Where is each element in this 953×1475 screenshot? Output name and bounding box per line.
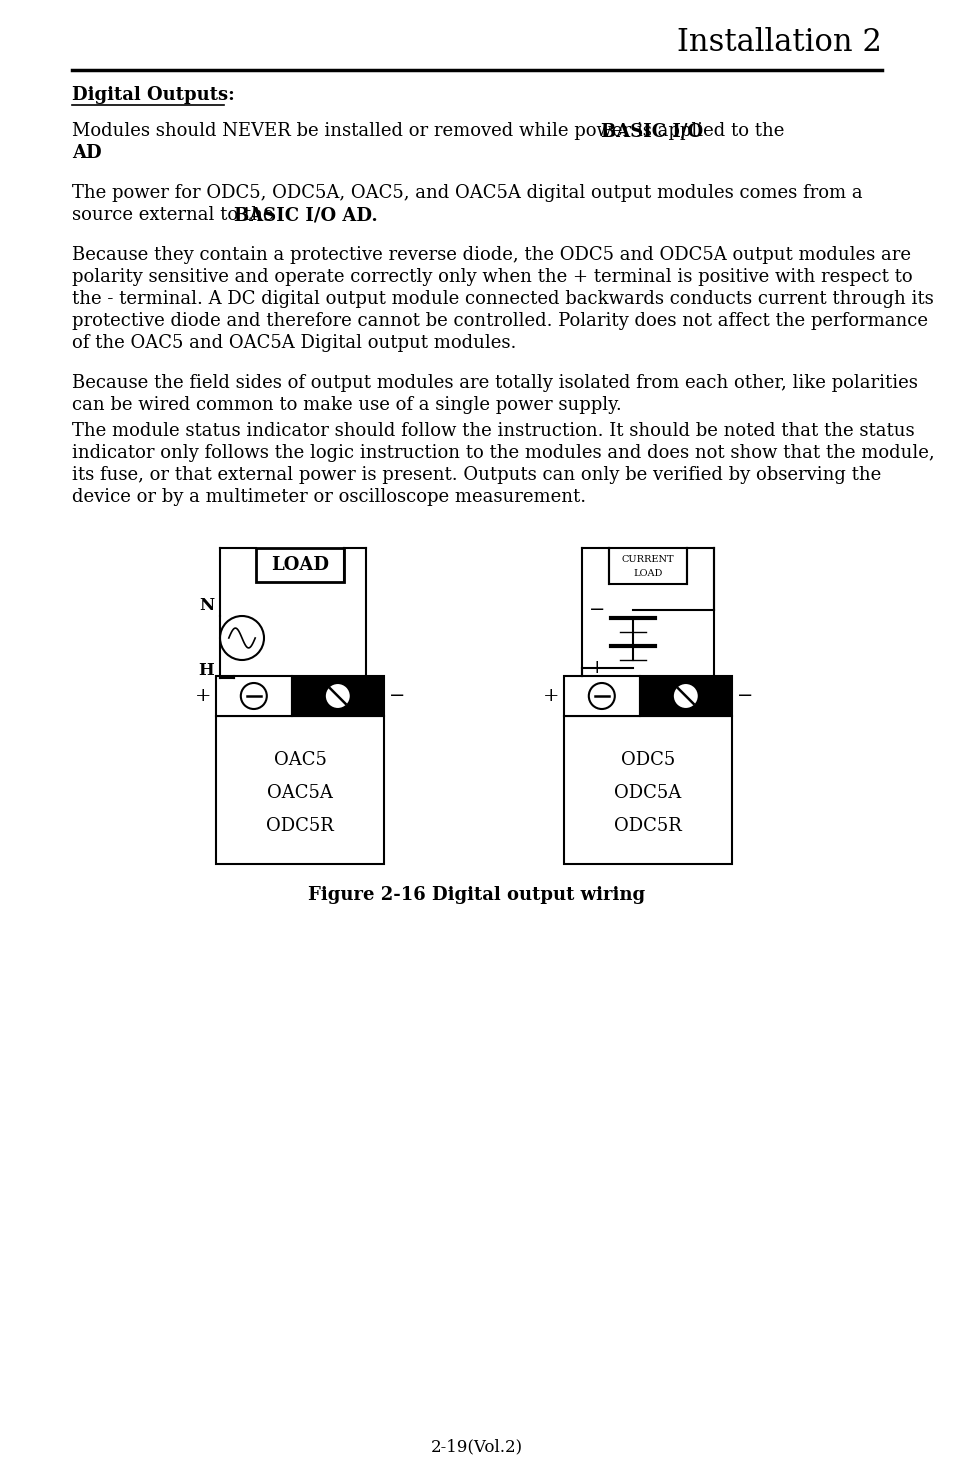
Text: ODC5R: ODC5R: [614, 817, 681, 835]
Text: −: −: [389, 687, 405, 705]
Text: BASIC I/O AD.: BASIC I/O AD.: [233, 207, 377, 224]
Circle shape: [588, 683, 614, 709]
Text: H: H: [198, 662, 213, 678]
Bar: [215, 676, 292, 715]
Text: +: +: [588, 659, 604, 677]
Text: the - terminal. A DC digital output module connected backwards conducts current : the - terminal. A DC digital output modu…: [71, 291, 933, 308]
Text: its fuse, or that external power is present. Outputs can only be verified by obs: its fuse, or that external power is pres…: [71, 466, 881, 484]
Circle shape: [220, 617, 264, 659]
Text: Digital Outputs:: Digital Outputs:: [71, 86, 234, 105]
Text: polarity sensitive and operate correctly only when the + terminal is positive wi: polarity sensitive and operate correctly…: [71, 268, 912, 286]
Circle shape: [240, 683, 267, 709]
Bar: [215, 715, 384, 864]
Text: protective diode and therefore cannot be controlled. Polarity does not affect th: protective diode and therefore cannot be…: [71, 313, 927, 330]
Text: ODC5: ODC5: [620, 751, 675, 770]
Text: −: −: [736, 687, 753, 705]
Text: of the OAC5 and OAC5A Digital output modules.: of the OAC5 and OAC5A Digital output mod…: [71, 333, 516, 353]
Text: The module status indicator should follow the instruction. It should be noted th: The module status indicator should follo…: [71, 422, 914, 440]
Text: LOAD: LOAD: [633, 568, 662, 578]
Text: OAC5: OAC5: [274, 751, 326, 770]
Bar: [563, 715, 731, 864]
Text: OAC5A: OAC5A: [267, 783, 333, 802]
Circle shape: [672, 683, 698, 709]
Text: N: N: [198, 597, 213, 614]
Text: source external to the: source external to the: [71, 207, 279, 224]
Text: Modules should NEVER be installed or removed while power is applied to the: Modules should NEVER be installed or rem…: [71, 122, 789, 140]
Text: +: +: [542, 687, 558, 705]
Text: ODC5A: ODC5A: [614, 783, 680, 802]
Text: Figure 2-16 Digital output wiring: Figure 2-16 Digital output wiring: [308, 886, 645, 904]
Text: The power for ODC5, ODC5A, OAC5, and OAC5A digital output modules comes from a: The power for ODC5, ODC5A, OAC5, and OAC…: [71, 184, 862, 202]
Bar: [608, 549, 686, 584]
Text: Installation 2: Installation 2: [677, 27, 882, 58]
Text: BASIC I/O: BASIC I/O: [600, 122, 702, 140]
Bar: [563, 676, 639, 715]
Bar: [292, 676, 384, 715]
Text: ODC5R: ODC5R: [266, 817, 334, 835]
Text: Because the field sides of output modules are totally isolated from each other, : Because the field sides of output module…: [71, 375, 917, 392]
Text: CURRENT: CURRENT: [621, 555, 674, 563]
Text: Because they contain a protective reverse diode, the ODC5 and ODC5A output modul: Because they contain a protective revers…: [71, 246, 910, 264]
Text: LOAD: LOAD: [271, 556, 329, 574]
Text: AD: AD: [71, 145, 102, 162]
Text: device or by a multimeter or oscilloscope measurement.: device or by a multimeter or oscilloscop…: [71, 488, 585, 506]
Text: −: −: [588, 600, 604, 620]
Bar: [255, 549, 344, 583]
Text: .: .: [88, 145, 93, 162]
Text: can be wired common to make use of a single power supply.: can be wired common to make use of a sin…: [71, 395, 621, 414]
Bar: [639, 676, 731, 715]
Text: 2-19(Vol.2): 2-19(Vol.2): [431, 1438, 522, 1454]
Text: indicator only follows the logic instruction to the modules and does not show th: indicator only follows the logic instruc…: [71, 444, 934, 462]
Text: +: +: [194, 687, 211, 705]
Circle shape: [324, 683, 351, 709]
